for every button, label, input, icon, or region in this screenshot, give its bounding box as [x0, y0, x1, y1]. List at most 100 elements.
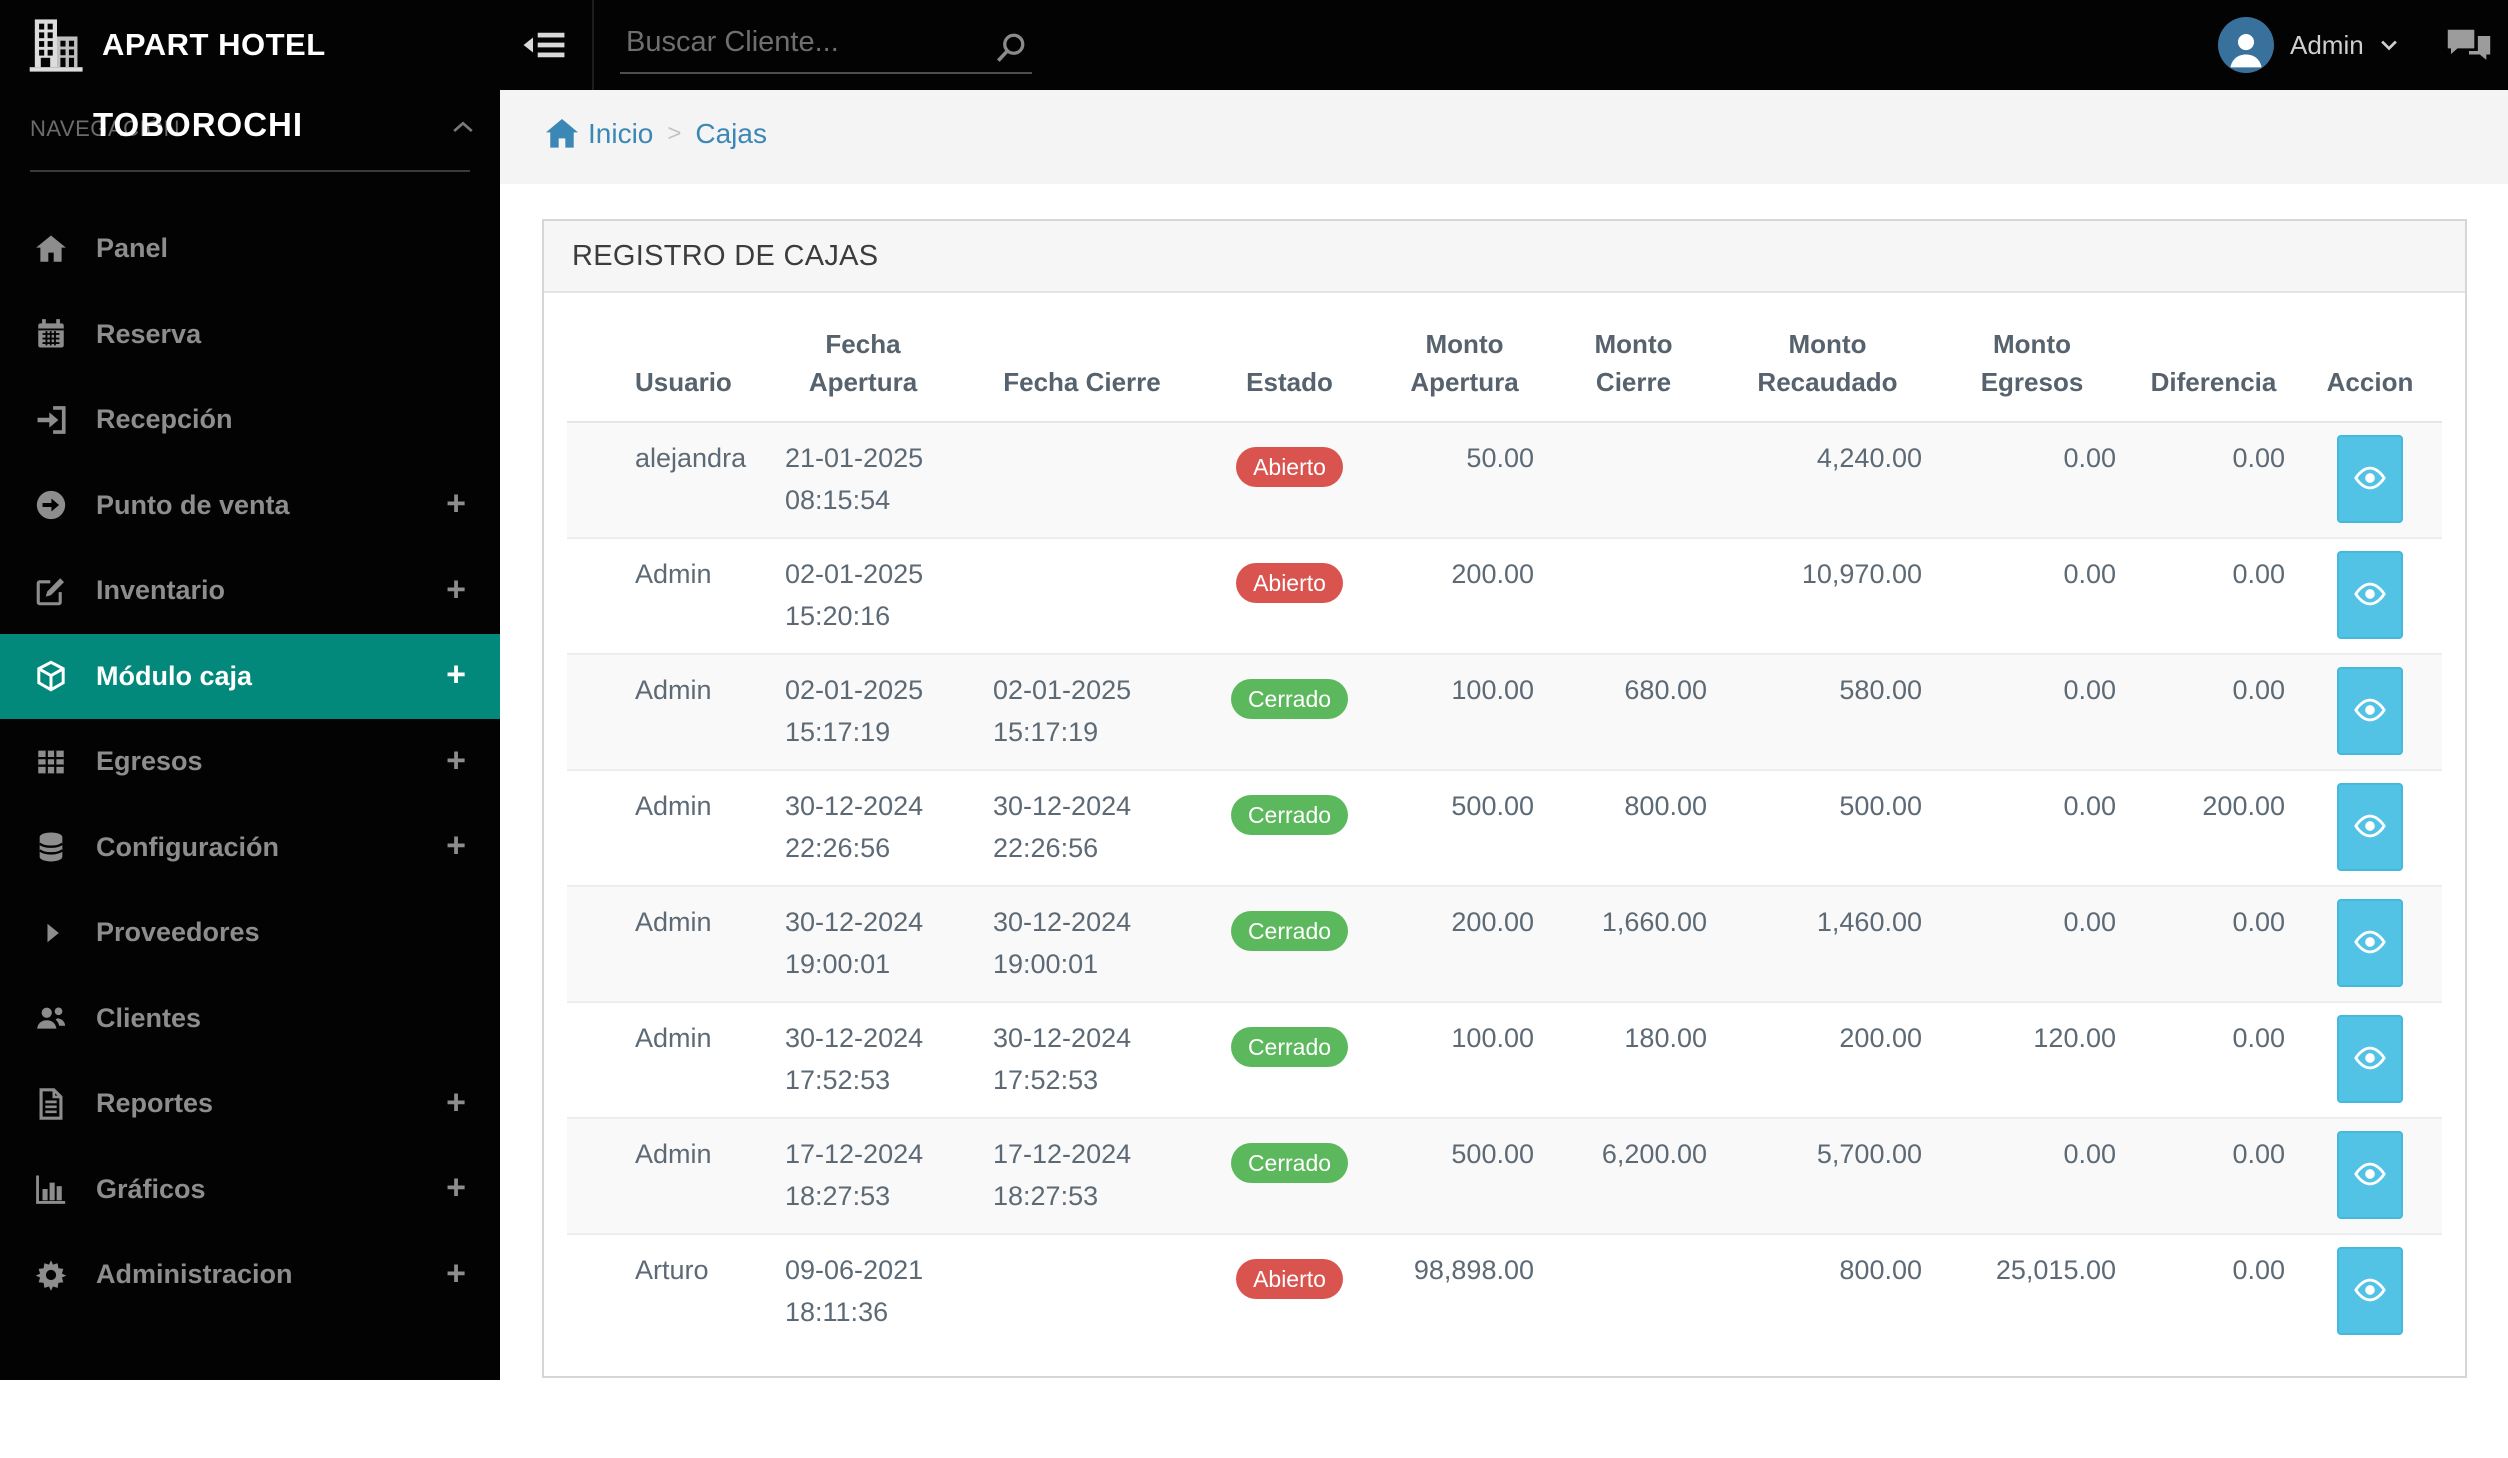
cell-fecha-apertura: 02-01-2025 15:20:16 — [759, 537, 967, 654]
sidebar-item-proveedores[interactable]: Proveedores — [0, 890, 500, 976]
calendar-icon — [34, 317, 68, 351]
plus-icon[interactable]: + — [446, 826, 466, 865]
cell-monto-cierre: 680.00 — [1547, 653, 1720, 770]
cell-monto-recaudado: 5,700.00 — [1720, 1117, 1935, 1234]
cell-usuario: Admin — [567, 537, 759, 654]
breadcrumb-separator: > — [667, 120, 682, 147]
sidebar-item-recepcion[interactable]: Recepción — [0, 377, 500, 463]
edit-square-icon — [34, 574, 68, 608]
cell-fecha-cierre: 17-12-2024 18:27:53 — [967, 1117, 1197, 1234]
breadcrumb: Inicio > Cajas — [546, 118, 767, 150]
sidebar-toggle-icon[interactable] — [522, 24, 566, 66]
table-row: alejandra 21-01-2025 08:15:54 Abierto 50.00… — [567, 422, 2442, 538]
sign-in-icon — [34, 403, 68, 437]
cell-monto-egresos: 25,015.00 — [1935, 1233, 2129, 1349]
view-caja-button[interactable] — [2337, 783, 2403, 871]
sidebar-item-label: Clientes — [96, 1002, 202, 1033]
cell-estado: Abierto — [1197, 1233, 1382, 1349]
eye-icon — [2353, 461, 2387, 498]
eye-icon — [2353, 925, 2387, 962]
column-header-monto-apertura: Monto Apertura — [1382, 301, 1547, 423]
sidebar-item-inventario[interactable]: Inventario + — [0, 548, 500, 634]
sidebar-item-graficos[interactable]: Gráficos + — [0, 1147, 500, 1233]
user-name: Admin — [2290, 29, 2364, 60]
chevron-up-icon[interactable] — [452, 120, 474, 136]
cell-fecha-cierre: 30-12-2024 22:26:56 — [967, 769, 1197, 886]
cell-monto-apertura: 100.00 — [1382, 653, 1547, 770]
cell-monto-recaudado: 1,460.00 — [1720, 885, 1935, 1002]
plus-icon[interactable]: + — [446, 741, 466, 780]
table-row: Arturo 09-06-2021 18:11:36 Abierto 98,898.0… — [567, 1233, 2442, 1349]
plus-icon[interactable]: + — [446, 484, 466, 523]
cell-monto-recaudado: 10,970.00 — [1720, 537, 1935, 654]
database-icon — [34, 830, 68, 864]
plus-icon[interactable]: + — [446, 655, 466, 694]
home-icon — [34, 232, 68, 266]
sidebar-item-clientes[interactable]: Clientes — [0, 976, 500, 1062]
sidebar-divider — [30, 170, 470, 172]
eye-icon — [2353, 693, 2387, 730]
sidebar-item-label: Reserva — [96, 318, 202, 349]
cell-fecha-cierre — [967, 537, 1197, 654]
gear-icon — [34, 1258, 68, 1292]
sidebar: NAVEGACIÓN TOBOROCHI Panel Reserva Recepci… — [0, 90, 500, 1380]
cell-fecha-apertura: 30-12-2024 22:26:56 — [759, 769, 967, 886]
status-badge: Cerrado — [1230, 679, 1349, 719]
plus-icon[interactable]: + — [446, 570, 466, 609]
plus-icon[interactable]: + — [446, 1254, 466, 1293]
sidebar-item-modulo-caja[interactable]: Módulo caja + — [0, 633, 500, 719]
view-caja-button[interactable] — [2337, 1015, 2403, 1103]
cell-fecha-cierre: 02-01-2025 15:17:19 — [967, 653, 1197, 770]
view-caja-button[interactable] — [2337, 899, 2403, 987]
sidebar-item-reserva[interactable]: Reserva — [0, 292, 500, 378]
cell-accion — [2298, 537, 2442, 654]
sidebar-item-punto-de-venta[interactable]: Punto de venta + — [0, 463, 500, 549]
sidebar-item-label: Proveedores — [96, 917, 260, 948]
chat-icon[interactable] — [2446, 28, 2492, 66]
sidebar-header: NAVEGACIÓN TOBOROCHI — [0, 90, 500, 172]
cell-accion — [2298, 769, 2442, 886]
status-badge: Cerrado — [1230, 1027, 1349, 1067]
cell-fecha-apertura: 21-01-2025 08:15:54 — [759, 422, 967, 538]
cell-monto-cierre: 800.00 — [1547, 769, 1720, 886]
sidebar-item-reportes[interactable]: Reportes + — [0, 1061, 500, 1147]
view-caja-button[interactable] — [2337, 435, 2403, 523]
search-icon[interactable] — [992, 30, 1028, 66]
breadcrumb-current[interactable]: Cajas — [695, 118, 767, 149]
column-header-accion: Accion — [2298, 301, 2442, 423]
view-caja-button[interactable] — [2337, 1247, 2403, 1335]
search-input[interactable] — [620, 8, 1032, 74]
eye-icon — [2353, 809, 2387, 846]
cell-diferencia: 0.00 — [2129, 885, 2298, 1002]
sidebar-item-configuracion[interactable]: Configuración + — [0, 805, 500, 891]
panel-header: REGISTRO DE CAJAS — [544, 221, 2465, 293]
cell-usuario: Admin — [567, 769, 759, 886]
users-icon — [34, 1001, 68, 1035]
user-menu[interactable]: Admin — [2218, 17, 2400, 73]
cell-usuario: Admin — [567, 1117, 759, 1234]
view-caja-button[interactable] — [2337, 1131, 2403, 1219]
sidebar-item-egresos[interactable]: Egresos + — [0, 719, 500, 805]
sidebar-item-administracion[interactable]: Administracion + — [0, 1232, 500, 1318]
view-caja-button[interactable] — [2337, 667, 2403, 755]
cell-estado: Cerrado — [1197, 1117, 1382, 1234]
status-badge: Cerrado — [1230, 795, 1349, 835]
cell-monto-egresos: 0.00 — [1935, 1117, 2129, 1234]
sidebar-item-panel[interactable]: Panel — [0, 206, 500, 292]
cell-estado: Cerrado — [1197, 885, 1382, 1002]
table-row: Admin 02-01-2025 15:20:16 Abierto 200.00 10,… — [567, 537, 2442, 654]
cajas-table: Usuario Fecha Apertura Fecha Cierre Estado M… — [567, 301, 2442, 1349]
plus-icon[interactable]: + — [446, 1168, 466, 1207]
cell-monto-recaudado: 4,240.00 — [1720, 422, 1935, 538]
cell-monto-cierre — [1547, 537, 1720, 654]
breadcrumb-home-link[interactable]: Inicio — [588, 118, 654, 149]
brand[interactable]: APART HOTEL — [0, 0, 500, 90]
cell-fecha-apertura: 02-01-2025 15:17:19 — [759, 653, 967, 770]
cell-monto-apertura: 500.00 — [1382, 769, 1547, 886]
table-row: Admin 17-12-2024 18:27:53 17-12-2024 18:27… — [567, 1117, 2442, 1234]
cell-accion — [2298, 1233, 2442, 1349]
view-caja-button[interactable] — [2337, 551, 2403, 639]
sidebar-item-label: Gráficos — [96, 1173, 206, 1204]
plus-icon[interactable]: + — [446, 1083, 466, 1122]
bar-chart-icon — [34, 1172, 68, 1206]
